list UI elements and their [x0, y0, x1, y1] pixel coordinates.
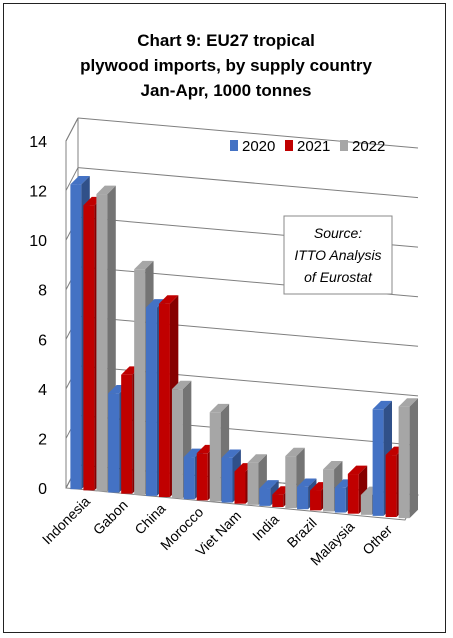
y-tick-label: 6	[38, 332, 47, 349]
bar-2020-China	[145, 307, 157, 496]
bar-top-2022-Viet Nam	[247, 454, 267, 463]
chart-title-line-1: Chart 9: EU27 tropical	[137, 31, 315, 50]
bar-2021-Gabon	[121, 374, 133, 494]
bar-top-2020-Viet Nam	[221, 449, 241, 458]
gridline-side	[65, 167, 79, 191]
bar-2021-Brazil	[310, 490, 322, 511]
bar-2020-Viet Nam	[221, 457, 233, 503]
bar-2021-Viet Nam	[234, 471, 246, 504]
bar-2022-Morocco	[209, 412, 221, 502]
bar-2021-China	[158, 303, 170, 498]
bar-top-2020-India	[259, 480, 279, 489]
bar-2020-Other	[372, 409, 384, 516]
bar-2020-Indonesia	[70, 184, 82, 490]
y-tick-label: 0	[38, 481, 47, 498]
bar-top-2020-China	[145, 299, 166, 308]
bar-top-2021-China	[158, 295, 179, 304]
source-line-1: Source:	[314, 225, 362, 241]
chart-frame	[3, 3, 446, 633]
source-annotation: Source: ITTO Analysis of Eurostat	[283, 215, 393, 295]
legend-swatch-2022	[340, 140, 348, 151]
bar-side-2022-Other	[409, 398, 419, 519]
bar-2021-Indonesia	[83, 205, 95, 491]
y-tick-label: 12	[29, 184, 47, 201]
bar-top-2021-Malaysia	[347, 465, 368, 475]
bar-top-2022-Morocco	[209, 403, 230, 413]
bar-2020-Morocco	[183, 457, 195, 500]
bar-2022-China	[171, 389, 183, 499]
bar-2022-Indonesia	[96, 194, 108, 492]
x-tick-label: Other	[359, 521, 395, 557]
chart-title-line-3: Jan-Apr, 1000 tonnes	[140, 81, 311, 100]
gridline-side	[65, 117, 79, 142]
gridline	[77, 167, 419, 199]
bar-2020-Brazil	[297, 486, 309, 510]
bar-top-2020-Brazil	[297, 478, 317, 487]
bar-2022-India	[285, 456, 297, 509]
legend-label: 2021	[297, 138, 330, 155]
bar-2021-Morocco	[196, 453, 208, 501]
legend-swatch-2020	[230, 140, 238, 151]
x-tick-label: China	[131, 500, 168, 537]
bar-2022-Gabon	[134, 269, 146, 495]
bar-top-2022-China	[171, 380, 192, 390]
bar-2021-India	[272, 494, 284, 508]
y-tick-label: 2	[38, 431, 47, 448]
y-tick-label: 14	[29, 134, 47, 151]
legend-label: 2020	[242, 138, 275, 155]
bar-2020-India	[259, 488, 271, 506]
bar-2021-Malaysia	[347, 474, 359, 514]
source-box	[283, 215, 393, 295]
bar-2021-Other	[385, 455, 397, 518]
bar-2020-Malaysia	[334, 487, 346, 513]
chart-title-line-2: plywood imports, by supply country	[80, 56, 372, 75]
legend-label: 2022	[352, 138, 385, 155]
bar-2022-Other	[398, 406, 410, 519]
bar-2022-Brazil	[323, 469, 335, 512]
bar-2020-Gabon	[108, 393, 120, 493]
x-tick-label: Brazil	[284, 515, 320, 551]
bars	[70, 175, 419, 519]
chart-title: Chart 9: EU27 tropical plywood imports, …	[80, 31, 372, 100]
y-tick-label: 10	[29, 233, 47, 250]
bar-2022-Viet Nam	[247, 462, 259, 505]
source-line-2: ITTO Analysis	[294, 247, 381, 263]
bar-top-2020-Indonesia	[70, 175, 90, 185]
bar-top-2022-Gabon	[134, 260, 154, 270]
legend-swatch-2021	[285, 140, 293, 151]
y-tick-label: 4	[38, 382, 47, 399]
bar-top-2020-Morocco	[183, 448, 204, 458]
source-line-3: of Eurostat	[304, 269, 373, 285]
y-axis: 0 2 4 6 8 10 12 14	[29, 134, 67, 498]
bar-top-2022-India	[285, 447, 305, 457]
x-tick-label: Gabon	[90, 497, 131, 538]
bar-top-2020-Other	[372, 400, 393, 410]
bar-top-2022-Indonesia	[96, 185, 116, 195]
bar-top-2022-Brazil	[323, 460, 343, 470]
y-tick-label: 8	[38, 283, 47, 300]
x-tick-label: India	[249, 511, 282, 544]
x-tick-label: Indonesia	[39, 493, 93, 547]
bar-2022-Malaysia	[360, 495, 372, 515]
bar-top-2022-Other	[398, 398, 419, 407]
gridline	[77, 117, 419, 149]
legend: 2020 2021 2022	[230, 138, 385, 155]
